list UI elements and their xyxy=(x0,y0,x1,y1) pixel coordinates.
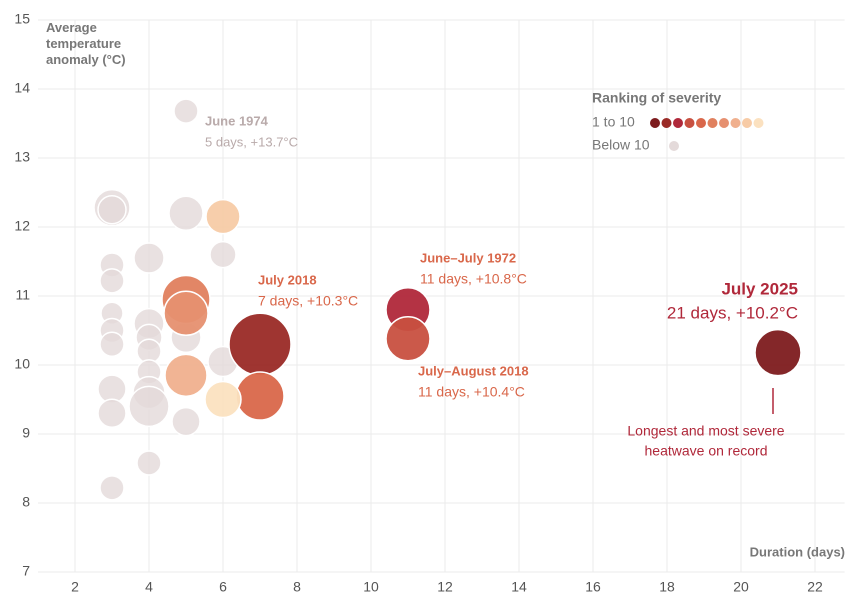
x-tick-label: 22 xyxy=(807,579,823,595)
y-tick-label: 15 xyxy=(14,11,30,27)
x-tick-label: 4 xyxy=(145,579,153,595)
bubble xyxy=(133,242,165,274)
y-tick-label: 13 xyxy=(14,149,30,165)
y-tick-label: 9 xyxy=(22,425,30,441)
bubble xyxy=(99,475,125,501)
x-tick-label: 16 xyxy=(585,579,601,595)
x-tick-label: 18 xyxy=(659,579,675,595)
bubble xyxy=(173,98,199,124)
legend-dot xyxy=(707,118,718,128)
bubble xyxy=(164,353,208,398)
bubble xyxy=(97,398,127,429)
annotation-title: June–July 1972 xyxy=(420,250,516,265)
legend-dot xyxy=(650,118,660,128)
legend-dot xyxy=(719,118,729,128)
note: heatwave on record xyxy=(645,443,768,459)
x-tick-label: 12 xyxy=(437,579,453,595)
annotation-title: July 2018 xyxy=(258,272,317,287)
bubble xyxy=(171,406,201,437)
y-tick-label: 7 xyxy=(22,563,30,579)
legend-title: Ranking of severity xyxy=(592,90,721,106)
bubble xyxy=(209,240,237,269)
legend-dot xyxy=(661,118,672,128)
legend-dot xyxy=(669,141,679,151)
bubble xyxy=(205,198,241,235)
bubble xyxy=(204,380,242,419)
note: Longest and most severe xyxy=(627,423,784,439)
annotation-text: 7 days, +10.3°C xyxy=(258,293,358,309)
y-axis-label: Average temperature anomaly (°C) xyxy=(46,20,126,67)
x-axis-label: Duration (days) xyxy=(750,544,845,559)
x-tick-label: 2 xyxy=(71,579,79,595)
bubble xyxy=(128,385,170,428)
annotation-title: July 2025 xyxy=(721,279,798,298)
bubble xyxy=(99,331,125,358)
y-tick-label: 8 xyxy=(22,494,30,510)
bubble xyxy=(754,328,802,377)
bubble xyxy=(163,290,209,336)
annotation-title: July–August 2018 xyxy=(418,363,529,378)
bubble xyxy=(97,195,127,225)
bubble xyxy=(385,316,431,362)
legend-label: 1 to 10 xyxy=(592,114,635,130)
annotation-title: June 1974 xyxy=(205,113,269,128)
legend-label: Below 10 xyxy=(592,137,650,153)
bubble xyxy=(136,450,162,476)
x-tick-label: 20 xyxy=(733,579,749,595)
x-tick-label: 10 xyxy=(363,579,379,595)
annotation-text: 11 days, +10.4°C xyxy=(418,384,525,400)
grid xyxy=(38,19,845,573)
annotation-text: 5 days, +13.7°C xyxy=(205,134,298,149)
x-tick-label: 6 xyxy=(219,579,227,595)
y-tick-label: 11 xyxy=(15,287,30,303)
legend-dot xyxy=(742,118,752,128)
bubble xyxy=(99,268,125,294)
y-tick-label: 12 xyxy=(14,218,30,234)
x-tick-label: 8 xyxy=(293,579,301,595)
legend-dot xyxy=(730,118,741,128)
legend-dot xyxy=(753,118,764,128)
x-tick-label: 14 xyxy=(511,579,527,595)
annotation-text: 11 days, +10.8°C xyxy=(420,271,527,287)
bubble xyxy=(235,371,285,421)
legend-dot xyxy=(696,118,706,128)
y-tick-label: 10 xyxy=(14,356,30,372)
legend-dot xyxy=(684,118,695,128)
annotation-text: 21 days, +10.2°C xyxy=(667,303,798,322)
bubble xyxy=(168,195,204,231)
bubble xyxy=(228,312,292,377)
y-tick-label: 14 xyxy=(14,80,30,96)
legend-dot xyxy=(673,118,683,128)
